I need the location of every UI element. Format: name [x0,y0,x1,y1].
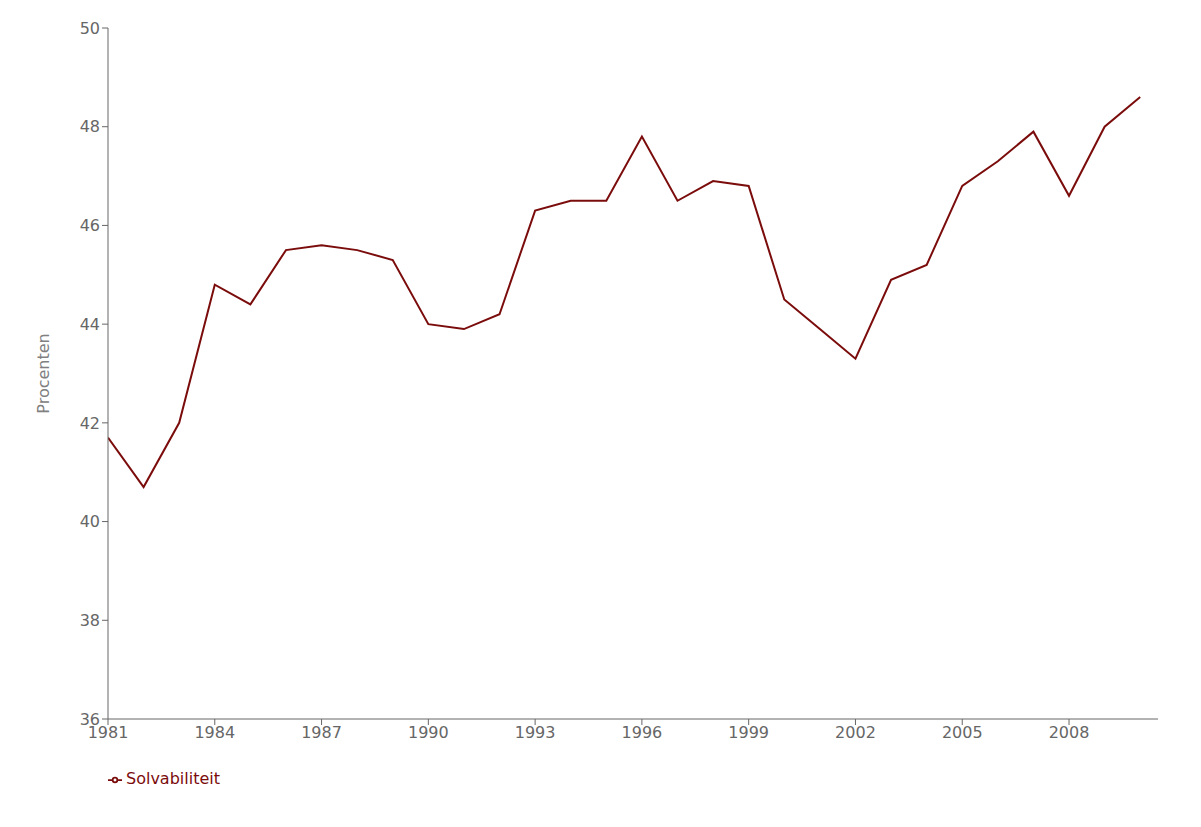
svg-text:2008: 2008 [1049,723,1090,742]
html-text:Solvabiliteit: Solvabiliteit [126,769,220,788]
svg-text:1987: 1987 [301,723,342,742]
svg-text:1990: 1990 [408,723,449,742]
svg-text:1996: 1996 [622,723,663,742]
svg-text:38: 38 [80,611,100,630]
svg-text:1993: 1993 [515,723,556,742]
svg-text:42: 42 [80,414,100,433]
svg-text:2002: 2002 [835,723,876,742]
svg-text:1999: 1999 [728,723,769,742]
svg-text:36: 36 [80,710,100,729]
svg-text:40: 40 [80,512,100,531]
svg-text:1984: 1984 [194,723,235,742]
svg-text:50: 50 [80,19,100,38]
svg-text:44: 44 [80,315,100,334]
svg-text:1981: 1981 [87,723,129,743]
svg-text:48: 48 [80,117,100,136]
svg-text:Procenten: Procenten [34,333,53,413]
svg-text:46: 46 [80,216,100,235]
svg-text:2005: 2005 [942,723,983,742]
